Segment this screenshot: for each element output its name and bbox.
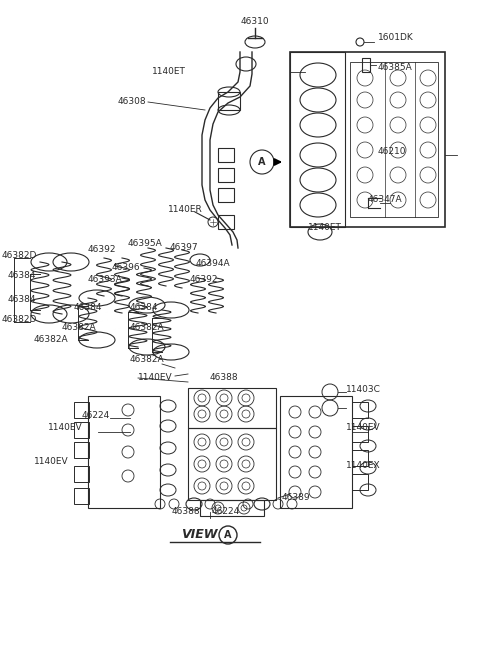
Text: 1140EX: 1140EX (346, 461, 381, 470)
Text: 46397: 46397 (170, 243, 199, 253)
Bar (188, 428, 276, 500)
Text: 46384: 46384 (8, 270, 36, 279)
Bar (218, 168, 234, 182)
Bar (280, 396, 352, 508)
Text: 1140EV: 1140EV (346, 424, 381, 432)
Text: 46382A: 46382A (130, 323, 165, 333)
Text: 1140EV: 1140EV (34, 457, 69, 466)
Bar (218, 92, 240, 110)
Text: 46382A: 46382A (130, 356, 165, 365)
Text: 46224: 46224 (82, 411, 110, 420)
Text: 11403C: 11403C (346, 386, 381, 394)
Bar (290, 52, 445, 227)
Text: 1140ER: 1140ER (168, 205, 203, 215)
Bar (352, 402, 368, 418)
Bar (74, 466, 89, 482)
Bar (352, 474, 368, 490)
Text: 46388: 46388 (172, 508, 201, 516)
Text: 46395A: 46395A (128, 239, 163, 249)
Text: 46382D: 46382D (2, 251, 37, 260)
Bar (218, 148, 234, 162)
Text: 1140EV: 1140EV (138, 373, 173, 382)
Bar (74, 442, 89, 458)
Text: 46382D: 46382D (2, 316, 37, 325)
Text: 1140EV: 1140EV (48, 424, 83, 432)
Text: 46308: 46308 (118, 98, 146, 106)
Text: A: A (224, 530, 232, 540)
Text: VIEW: VIEW (181, 529, 218, 541)
Text: 46384: 46384 (130, 304, 158, 312)
Text: 46392: 46392 (88, 245, 117, 255)
Text: 46310: 46310 (240, 18, 269, 26)
Text: 46224: 46224 (212, 508, 240, 516)
Bar (74, 402, 89, 418)
Bar (352, 450, 368, 466)
Text: 46347A: 46347A (368, 195, 403, 205)
Bar (188, 388, 276, 428)
Bar (74, 422, 89, 438)
Text: 46384: 46384 (8, 295, 36, 304)
Bar (290, 52, 345, 227)
Bar (88, 396, 160, 508)
Text: 46394A: 46394A (196, 260, 230, 268)
Text: 46382A: 46382A (62, 323, 96, 333)
Text: 1140ET: 1140ET (152, 68, 186, 77)
Bar (74, 488, 89, 504)
Text: 1601DK: 1601DK (378, 33, 414, 43)
Text: 46210: 46210 (378, 148, 407, 157)
Bar (218, 188, 234, 202)
Text: 46388: 46388 (210, 373, 239, 382)
Text: 46393A: 46393A (88, 276, 123, 285)
Text: 46389: 46389 (282, 493, 311, 502)
Text: 1140ET: 1140ET (308, 224, 342, 232)
Text: 46385A: 46385A (378, 64, 413, 73)
Bar (200, 500, 264, 516)
Bar (352, 426, 368, 442)
Bar (362, 58, 370, 72)
Text: 46382A: 46382A (34, 335, 69, 344)
Text: A: A (258, 157, 266, 167)
Text: 46392: 46392 (190, 276, 218, 285)
Text: 46396: 46396 (112, 264, 141, 272)
Bar (218, 215, 234, 229)
Bar (350, 62, 438, 217)
Text: 46384: 46384 (74, 304, 103, 312)
